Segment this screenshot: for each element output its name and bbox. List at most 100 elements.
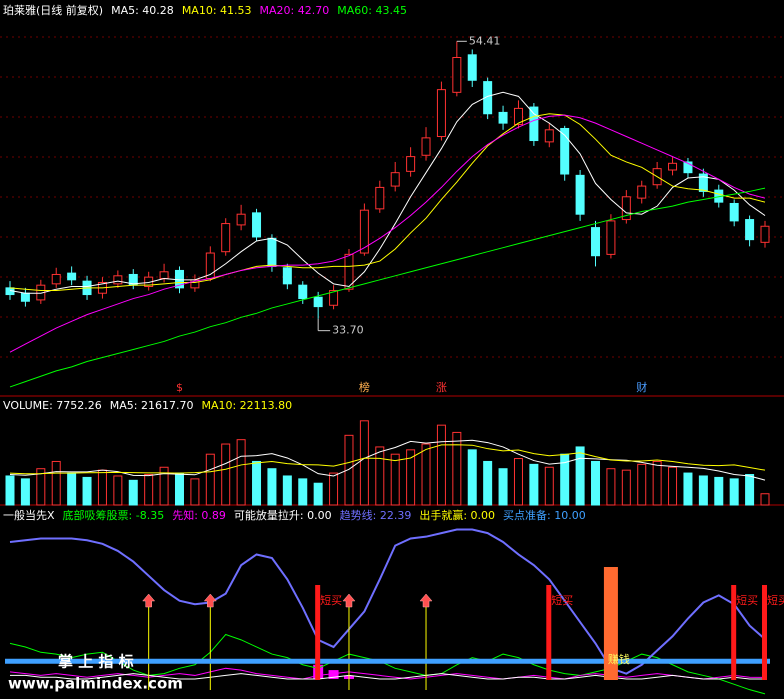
candle-body <box>421 137 431 156</box>
candle-body <box>436 89 446 138</box>
line <box>10 673 765 680</box>
line <box>9 667 766 680</box>
volume-bar <box>452 431 462 506</box>
legend-entry: 可能放量拉升: 0.00 <box>234 508 332 522</box>
line <box>9 444 766 475</box>
volume-bar <box>498 468 508 506</box>
indicator-header: 一般当先X 底部吸筹股票: -8.35 先知: 0.89 可能放量拉升: 0.00 趋势… <box>3 508 586 522</box>
candle-body <box>298 284 308 300</box>
candle-body <box>483 81 493 115</box>
candle-body <box>683 161 693 174</box>
volume-bar <box>745 474 755 506</box>
volume-bar <box>159 466 169 506</box>
volume-bar <box>606 468 616 506</box>
volume-bar <box>313 482 323 506</box>
volume-bar <box>236 439 246 506</box>
legend-entry: 趋势线: 22.39 <box>340 508 412 522</box>
volume-bar <box>359 420 369 506</box>
candle-body <box>313 296 323 308</box>
candle-body <box>467 54 477 81</box>
volume-bar <box>82 476 92 506</box>
volume-bar <box>621 469 631 506</box>
line <box>9 91 766 294</box>
legend-entry: MA60: 43.45 <box>337 4 407 17</box>
histogram-bar <box>328 670 339 679</box>
short-buy-bar <box>731 585 737 680</box>
candle-body <box>51 273 61 285</box>
volume-bar <box>20 478 30 506</box>
volume-bar <box>421 443 431 506</box>
candle-body <box>498 111 508 124</box>
line <box>9 187 766 388</box>
volume-bar <box>67 472 77 506</box>
legend-entry: 先知: 0.89 <box>172 508 226 522</box>
candle-body <box>760 225 770 243</box>
line <box>9 114 766 353</box>
short-buy-label: 短买 <box>551 593 573 607</box>
volume-bar <box>406 449 416 506</box>
candle-body <box>591 227 601 257</box>
volume-bar <box>652 460 662 506</box>
signal-arrow <box>142 593 156 608</box>
volume-bar <box>483 460 493 506</box>
legend-entry: 底部吸筹股票: -8.35 <box>63 508 165 522</box>
volume-bar <box>5 475 15 506</box>
volume-bar <box>698 475 708 506</box>
volume-bar <box>36 468 46 506</box>
volume-bar <box>436 424 446 506</box>
volume-title: VOLUME: 7752.26 <box>3 399 102 412</box>
volume-bar <box>267 468 277 506</box>
event-marker: $ <box>176 381 183 394</box>
candle-body <box>668 162 678 171</box>
volume-bar <box>591 460 601 506</box>
volume-bar <box>467 449 477 506</box>
profit-label: 赚钱 <box>608 652 630 666</box>
volume-bar <box>390 453 400 506</box>
candle-body <box>221 223 231 253</box>
candle-body <box>452 57 462 93</box>
volume-bar <box>529 463 539 506</box>
legend-entry: MA20: 42.70 <box>260 4 330 17</box>
candle-body <box>113 275 123 285</box>
candle-body <box>359 209 369 254</box>
candle-body <box>575 174 585 215</box>
volume-bar <box>714 476 724 506</box>
volume-bar <box>575 446 585 506</box>
volume-bar <box>282 475 292 506</box>
short-buy-label: 短买 <box>767 593 784 607</box>
chart-title: 珀莱雅(日线 前复权) <box>3 3 103 17</box>
candle-body <box>282 267 292 285</box>
annotation: 33.70 <box>332 324 364 337</box>
volume-bar <box>513 458 523 506</box>
legend-entry: MA5: 21617.70 <box>110 399 194 412</box>
candle-body <box>606 220 616 255</box>
volume-bar <box>729 478 739 506</box>
short-buy-bar <box>762 585 767 680</box>
candle-body <box>67 272 77 281</box>
indicator-title: 一般当先X <box>3 508 55 522</box>
candle-body <box>729 202 739 222</box>
candle-body <box>329 290 339 306</box>
signal-arrow <box>419 593 433 608</box>
candle-body <box>698 173 708 192</box>
volume-bar <box>252 460 262 506</box>
volume-bar <box>668 466 678 506</box>
event-marker: 涨 <box>436 381 447 394</box>
volume-bar <box>329 472 339 506</box>
short-buy-bar <box>546 585 552 680</box>
candle-body <box>20 292 30 302</box>
candle-body <box>267 237 277 267</box>
candle-body <box>637 185 647 199</box>
volume-bar <box>375 446 385 506</box>
candle-body <box>621 196 631 221</box>
candle-body <box>252 212 262 238</box>
legend-entry: 买点准备: 10.00 <box>503 508 586 522</box>
volume-bar <box>760 493 770 506</box>
volume-bar <box>344 434 354 506</box>
signal-arrow <box>342 593 356 608</box>
profit-bar <box>603 567 618 680</box>
volume-bar <box>51 460 61 506</box>
candle-body <box>529 106 539 142</box>
candle-body <box>513 107 523 125</box>
